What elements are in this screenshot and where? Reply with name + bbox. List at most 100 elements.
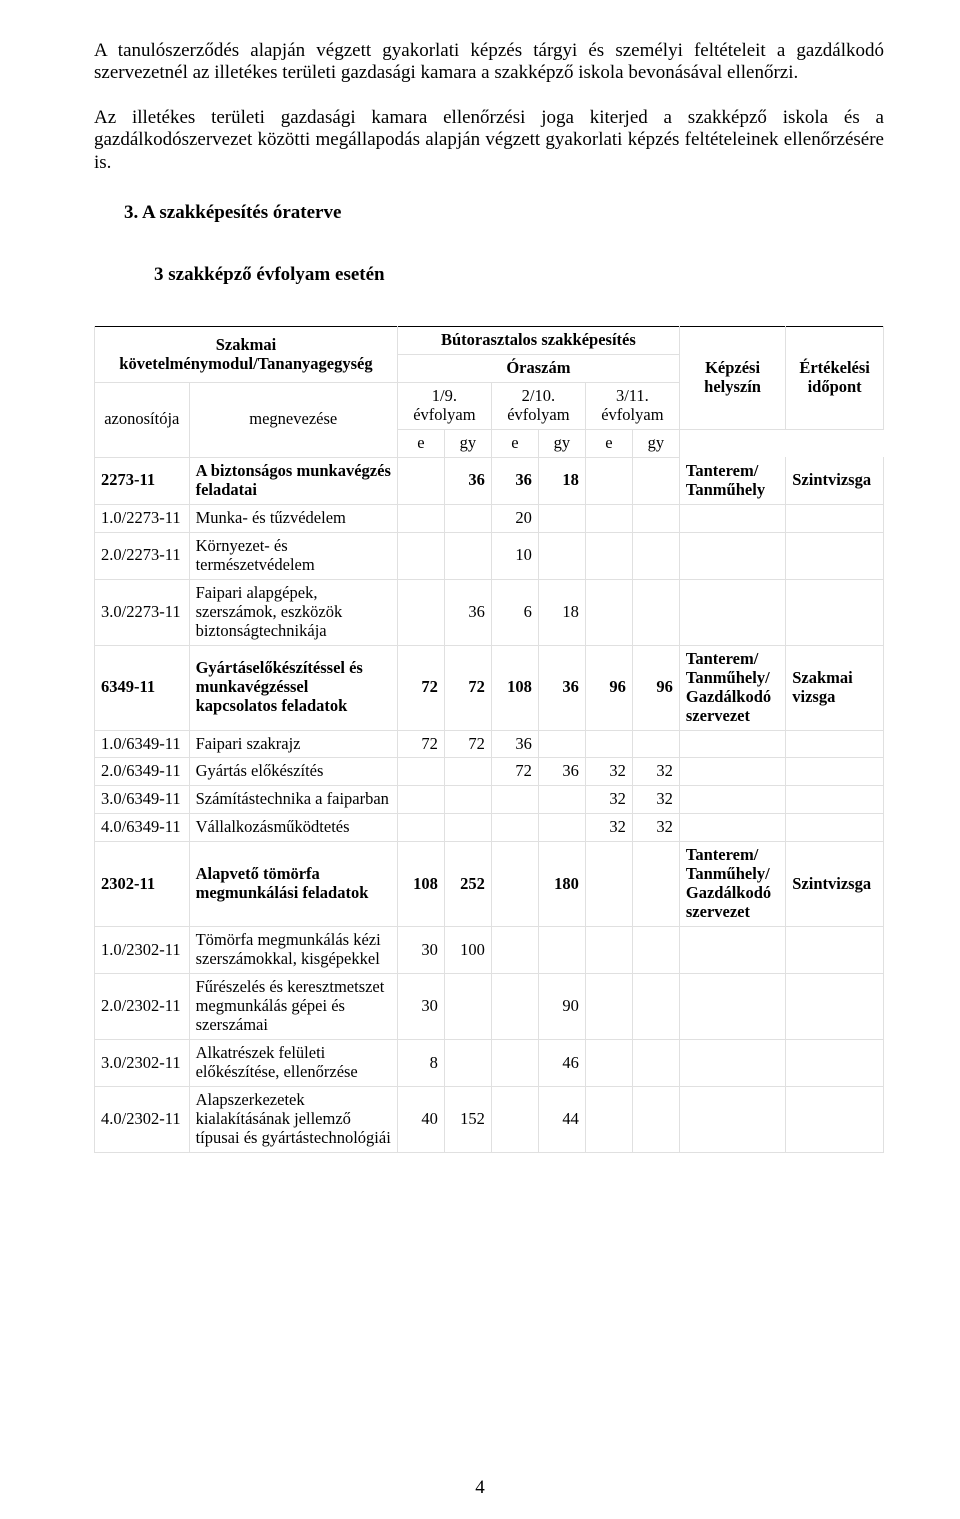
row-value xyxy=(632,730,679,758)
head-e3: e xyxy=(585,429,632,457)
row-value: 20 xyxy=(491,504,538,532)
row-value: 152 xyxy=(444,1087,491,1153)
row-value: 72 xyxy=(491,758,538,786)
head-ev2: 2/10. évfolyam xyxy=(491,382,585,429)
row-value xyxy=(491,842,538,927)
row-name: Tömörfa megmunkálás kézi szerszámokkal, … xyxy=(189,927,397,974)
row-value: 108 xyxy=(397,842,444,927)
row-name: A biztonságos munkavégzés feladatai xyxy=(189,457,397,504)
row-location xyxy=(679,504,785,532)
row-value xyxy=(397,579,444,645)
row-value xyxy=(444,1040,491,1087)
row-value xyxy=(585,927,632,974)
row-value xyxy=(538,730,585,758)
row-value xyxy=(632,927,679,974)
row-value: 36 xyxy=(491,730,538,758)
row-value xyxy=(585,579,632,645)
row-id: 2273-11 xyxy=(95,457,190,504)
row-value xyxy=(491,814,538,842)
row-name: Fűrészelés és keresztmetszet megmunkálás… xyxy=(189,974,397,1040)
row-name: Gyártás előkészítés xyxy=(189,758,397,786)
row-eval xyxy=(786,504,884,532)
row-name: Alapvető tömörfa megmunkálási feladatok xyxy=(189,842,397,927)
table-row: 2.0/6349-11Gyártás előkészítés72363232 xyxy=(95,758,884,786)
row-value: 46 xyxy=(538,1040,585,1087)
row-id: 3.0/2302-11 xyxy=(95,1040,190,1087)
row-value xyxy=(632,504,679,532)
row-value: 30 xyxy=(397,927,444,974)
row-location: Tanterem/Tanműhely xyxy=(679,457,785,504)
table-row: 4.0/2302-11Alapszerkezetek kialakításána… xyxy=(95,1087,884,1153)
row-value xyxy=(538,814,585,842)
table-head-row-1: Szakmai követelménymodul/Tananyagegység … xyxy=(95,327,884,355)
row-value: 18 xyxy=(538,457,585,504)
sub-heading: 3 szakképző évfolyam esetén xyxy=(154,264,884,286)
row-name: Munka- és tűzvédelem xyxy=(189,504,397,532)
section-heading: 3. A szakképesítés óraterve xyxy=(124,202,884,224)
row-value xyxy=(585,504,632,532)
row-eval xyxy=(786,814,884,842)
row-value: 180 xyxy=(538,842,585,927)
head-ev1: 1/9. évfolyam xyxy=(397,382,491,429)
head-top: Bútorasztalos szakképesítés xyxy=(397,327,679,355)
table-row: 1.0/6349-11Faipari szakrajz727236 xyxy=(95,730,884,758)
row-value: 32 xyxy=(632,814,679,842)
row-value xyxy=(397,504,444,532)
head-helyszin: Képzési helyszín xyxy=(679,327,785,430)
row-value: 32 xyxy=(585,758,632,786)
row-location xyxy=(679,927,785,974)
page-number: 4 xyxy=(0,1477,960,1499)
table-row: 3.0/2273-11Faipari alapgépek, szerszámok… xyxy=(95,579,884,645)
row-value: 72 xyxy=(397,730,444,758)
row-value xyxy=(444,532,491,579)
row-value: 6 xyxy=(491,579,538,645)
curriculum-table: Szakmai követelménymodul/Tananyagegység … xyxy=(94,326,884,1153)
row-value xyxy=(538,532,585,579)
row-value xyxy=(397,786,444,814)
row-value xyxy=(585,532,632,579)
head-szakmai: Szakmai követelménymodul/Tananyagegység xyxy=(95,327,398,383)
row-value: 32 xyxy=(585,786,632,814)
row-value: 36 xyxy=(444,457,491,504)
row-eval: Szintvizsga xyxy=(786,842,884,927)
row-eval: Szintvizsga xyxy=(786,457,884,504)
row-value xyxy=(397,814,444,842)
row-value: 32 xyxy=(632,786,679,814)
row-location: Tanterem/Tanműhely/Gazdálkodó szervezet xyxy=(679,842,785,927)
row-value xyxy=(444,504,491,532)
row-eval xyxy=(786,786,884,814)
row-eval xyxy=(786,1087,884,1153)
row-id: 2.0/6349-11 xyxy=(95,758,190,786)
row-value: 40 xyxy=(397,1087,444,1153)
row-value: 108 xyxy=(491,645,538,730)
row-location: Tanterem/Tanműhely/Gazdálkodó szervezet xyxy=(679,645,785,730)
row-value: 44 xyxy=(538,1087,585,1153)
row-value xyxy=(397,532,444,579)
head-idopont: Értékelési időpont xyxy=(786,327,884,430)
row-eval xyxy=(786,758,884,786)
row-value xyxy=(538,504,585,532)
row-location xyxy=(679,532,785,579)
head-e2: e xyxy=(491,429,538,457)
head-gy1: gy xyxy=(444,429,491,457)
head-azon: azonosítója xyxy=(95,382,190,457)
row-id: 4.0/6349-11 xyxy=(95,814,190,842)
row-value xyxy=(491,786,538,814)
row-value: 32 xyxy=(632,758,679,786)
row-name: Vállalkozásműködtetés xyxy=(189,814,397,842)
table-row: 3.0/6349-11Számítástechnika a faiparban3… xyxy=(95,786,884,814)
row-value xyxy=(538,927,585,974)
row-name: Gyártáselőkészítéssel és munkavégzéssel … xyxy=(189,645,397,730)
row-value: 36 xyxy=(538,758,585,786)
row-id: 2.0/2302-11 xyxy=(95,974,190,1040)
row-eval xyxy=(786,730,884,758)
row-eval xyxy=(786,974,884,1040)
row-value xyxy=(632,1087,679,1153)
row-value: 252 xyxy=(444,842,491,927)
row-id: 3.0/2273-11 xyxy=(95,579,190,645)
row-location xyxy=(679,786,785,814)
table-row: 4.0/6349-11Vállalkozásműködtetés3232 xyxy=(95,814,884,842)
row-location xyxy=(679,1040,785,1087)
row-value xyxy=(444,814,491,842)
head-ev3: 3/11. évfolyam xyxy=(585,382,679,429)
